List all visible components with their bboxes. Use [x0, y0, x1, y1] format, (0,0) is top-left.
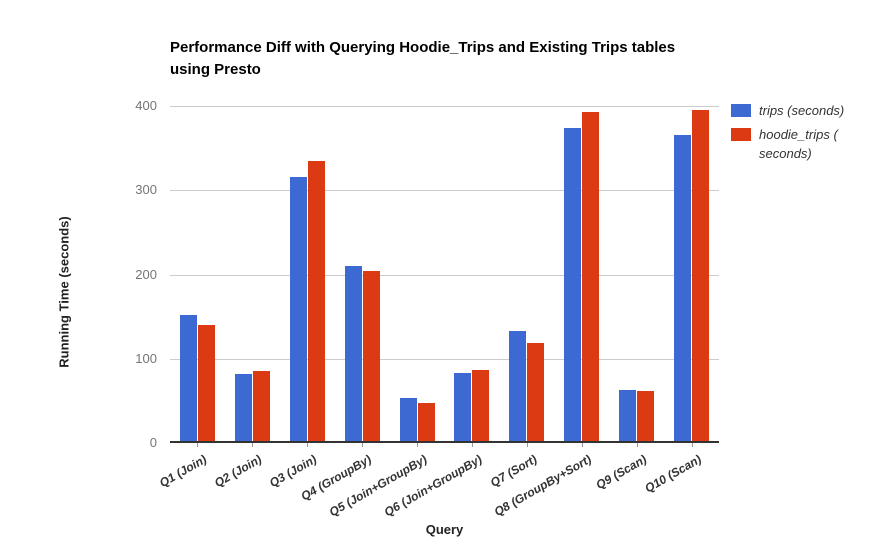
x-tick-mark	[691, 443, 693, 447]
bar-q2-hoodie-trips[interactable]	[252, 371, 270, 441]
plot-area	[170, 106, 719, 443]
bar-q10-trips[interactable]	[674, 135, 692, 441]
bar-q8-hoodie-trips[interactable]	[582, 112, 600, 441]
bar-q8-trips[interactable]	[564, 128, 582, 441]
x-axis-label-q5: Q5 (Join+GroupBy)	[326, 452, 430, 520]
x-tick-mark	[197, 443, 199, 447]
x-axis-label-q3: Q3 (Join)	[267, 452, 320, 491]
y-tick-label-400: 400	[135, 98, 157, 113]
bar-q7-trips[interactable]	[509, 330, 527, 441]
legend-label: hoodie_trips (seconds)	[759, 127, 838, 161]
bar-q6-trips[interactable]	[454, 372, 472, 441]
legend-swatch-icon	[731, 104, 751, 117]
bar-q4-trips[interactable]	[344, 265, 362, 441]
y-axis-title: Running Time (seconds)	[56, 216, 72, 368]
bar-q7-hoodie-trips[interactable]	[527, 343, 545, 441]
bar-q9-hoodie-trips[interactable]	[637, 391, 655, 441]
x-axis-label-q9: Q9 (Scan)	[593, 452, 649, 493]
chart-title-line1: Performance Diff with Querying Hoodie_Tr…	[170, 39, 676, 56]
legend-swatch-icon	[731, 128, 751, 141]
chart-title: Performance Diff with Querying Hoodie_Tr…	[170, 37, 750, 81]
x-tick-mark	[362, 443, 364, 447]
y-tick-label-200: 200	[135, 266, 157, 282]
x-axis-label-q4: Q4 (GroupBy)	[299, 452, 375, 504]
x-tick-mark	[526, 443, 528, 447]
bar-q1-trips[interactable]	[179, 314, 197, 441]
x-tick-mark	[636, 443, 638, 447]
gridline	[170, 358, 719, 360]
x-tick-mark	[471, 443, 473, 447]
x-tick-mark	[252, 443, 254, 447]
x-tick-mark	[417, 443, 419, 447]
legend: trips (seconds) hoodie_trips (seconds)	[731, 101, 883, 168]
x-axis-label-q1: Q1 (Join)	[157, 452, 210, 491]
gridline	[170, 274, 719, 276]
x-axis-line	[170, 441, 719, 443]
y-tick-label-300: 300	[135, 182, 157, 198]
x-axis-label-q2: Q2 (Join)	[212, 452, 265, 491]
x-tick-mark	[307, 443, 309, 447]
gridline	[170, 190, 719, 192]
bar-q5-hoodie-trips[interactable]	[417, 403, 435, 441]
x-axis-title: Query	[425, 522, 464, 537]
x-axis-label-q10: Q10 (Scan)	[642, 452, 704, 496]
x-axis-label-q6: Q6 (Join+GroupBy)	[381, 452, 484, 520]
y-tick-label-0: 0	[149, 435, 157, 450]
legend-item-hoodie-trips: hoodie_trips (seconds)	[731, 125, 883, 163]
bar-q4-hoodie-trips[interactable]	[362, 270, 380, 441]
bar-q3-hoodie-trips[interactable]	[307, 161, 325, 441]
bar-q2-trips[interactable]	[234, 373, 252, 441]
bar-q9-trips[interactable]	[619, 389, 637, 441]
bar-q10-hoodie-trips[interactable]	[692, 109, 710, 441]
x-tick-mark	[581, 443, 583, 447]
y-tick-label-100: 100	[135, 350, 157, 366]
legend-item-trips: trips (seconds)	[731, 101, 883, 120]
bar-q5-trips[interactable]	[399, 398, 417, 441]
x-axis-label-q8: Q8 (GroupBy+Sort)	[491, 452, 594, 519]
gridline	[170, 106, 719, 107]
bar-q3-trips[interactable]	[289, 177, 307, 441]
bar-q6-hoodie-trips[interactable]	[472, 370, 490, 441]
bar-q1-hoodie-trips[interactable]	[197, 324, 215, 441]
x-axis-label-q7: Q7 (Sort)	[487, 452, 539, 490]
chart-title-line2: using Presto	[170, 61, 261, 78]
legend-label: trips (seconds)	[759, 103, 845, 118]
